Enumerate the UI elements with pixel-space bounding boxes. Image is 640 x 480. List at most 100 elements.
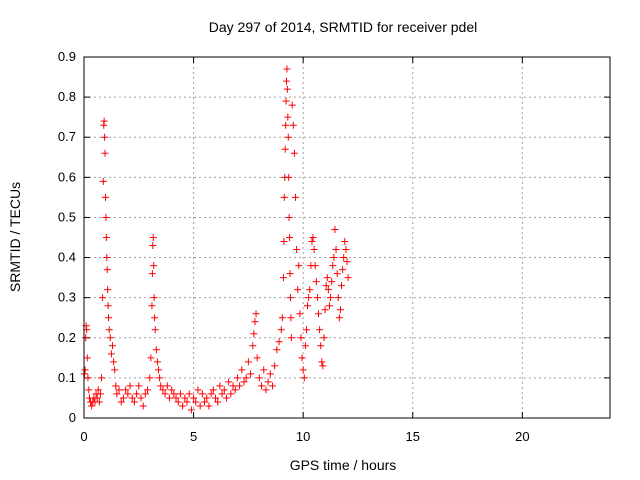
data-point [113,390,121,398]
data-point [242,374,250,382]
y-axis-label: SRMTID / TECUs [7,182,23,292]
data-point [282,97,290,105]
data-point [342,246,350,254]
data-point [99,294,107,302]
data-point [262,386,270,394]
data-point [157,382,165,390]
data-point [336,306,344,314]
data-point [327,294,335,302]
data-point [96,390,104,398]
data-point [233,374,241,382]
data-point [110,358,118,366]
data-point [149,234,157,241]
data-point [290,149,298,157]
data-point [331,225,339,233]
data-point [209,386,217,394]
data-point [104,286,112,294]
data-point [126,382,134,390]
data-point [253,354,261,362]
data-point [275,338,283,346]
data-point [151,326,159,334]
data-point [323,274,331,282]
data-point [183,398,191,406]
data-point [268,382,276,390]
data-point [141,390,149,398]
data-point [236,382,244,390]
data-point [82,334,90,342]
data-point [170,390,178,398]
data-point [111,366,119,374]
data-point [280,193,288,201]
data-point [106,334,114,342]
data-point [308,238,316,246]
data-point [85,386,93,394]
data-point [305,294,313,302]
data-point [297,334,305,342]
data-point [101,149,109,157]
data-point [339,266,347,274]
data-point [335,314,343,322]
data-point [148,270,156,278]
data-point [147,354,155,362]
data-point [220,386,228,394]
data-point [196,402,204,410]
data-point [298,354,306,362]
data-point [284,113,292,121]
data-point [227,390,235,398]
data-point [282,121,290,129]
data-point [271,362,279,370]
data-point [278,314,286,322]
data-point [115,386,123,394]
data-point [252,310,260,318]
data-point [312,278,320,286]
data-point [119,394,127,402]
data-point [144,386,152,394]
data-point [156,374,164,382]
data-point [152,346,160,354]
data-point [218,390,226,398]
data-point [104,302,112,310]
x-tick-label: 0 [80,429,87,444]
data-point [205,402,213,410]
data-point [317,342,325,350]
data-point [201,398,209,406]
data-point [88,402,96,410]
y-tick-label: 0.6 [58,169,76,184]
data-point [286,294,294,302]
y-tick-label: 0.4 [58,250,76,265]
data-point [321,306,329,314]
data-point [149,242,157,250]
data-point [163,382,171,390]
data-point [284,133,292,141]
y-tick-label: 0.8 [58,89,76,104]
data-point [250,330,258,338]
data-point [105,326,113,334]
data-point [247,370,255,378]
data-point [139,402,147,410]
data-point [187,406,195,414]
x-tick-label: 10 [296,429,310,444]
x-tick-label: 5 [190,429,197,444]
data-point [332,246,340,254]
data-point [174,398,182,406]
data-point [161,390,169,398]
data-point [315,310,323,318]
data-point [300,374,308,382]
data-point [231,386,239,394]
data-point [264,378,272,386]
x-tick-label: 15 [406,429,420,444]
data-point [266,370,274,378]
data-point [341,238,349,246]
x-axis-label: GPS time / hours [290,457,397,473]
data-point [258,382,266,390]
data-point [260,366,268,374]
data-point [279,274,287,282]
y-tick-label: 0.3 [58,290,76,305]
data-point [108,342,116,350]
data-point [214,398,222,406]
y-tick-label: 0.1 [58,370,76,385]
data-point [99,177,107,185]
y-tick-label: 0 [69,410,76,425]
